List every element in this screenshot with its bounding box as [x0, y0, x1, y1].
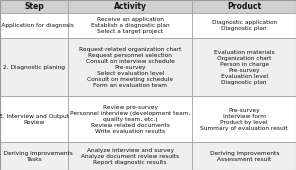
Bar — [0, 142, 68, 170]
Text: Request related organization chart
Request personnel selection
Consult on interv: Request related organization chart Reque… — [79, 47, 181, 88]
Text: Deriving improvements
Assessment result: Deriving improvements Assessment result — [210, 151, 279, 162]
Bar — [192, 0, 296, 13]
Bar — [0, 38, 68, 96]
Text: Activity: Activity — [114, 2, 147, 11]
Text: 1. Application for diagnosis: 1. Application for diagnosis — [0, 23, 74, 28]
Text: Analyze interview and survey
Analyze document review results
Report diagnostic r: Analyze interview and survey Analyze doc… — [81, 148, 179, 165]
Bar — [0, 0, 68, 13]
Text: 3. Interview and Output
Review: 3. Interview and Output Review — [0, 114, 69, 124]
Text: Receive an application
Establish a diagnostic plan
Select a target project: Receive an application Establish a diagn… — [91, 17, 170, 34]
Bar — [0, 13, 68, 38]
Text: Step: Step — [24, 2, 44, 11]
Text: Diagnostic application
Diagnostic plan: Diagnostic application Diagnostic plan — [212, 20, 277, 31]
Bar — [68, 38, 192, 96]
Bar — [0, 96, 68, 142]
Text: Product: Product — [227, 2, 261, 11]
Text: Evaluation materials
Organization chart
Person in charge
Pre-survey
Evaluation l: Evaluation materials Organization chart … — [214, 50, 274, 84]
Bar — [68, 96, 192, 142]
Bar — [192, 13, 296, 38]
Text: Pre-survey
Interview form
Product by level
Summary of evaluation result: Pre-survey Interview form Product by lev… — [200, 107, 288, 131]
Bar — [192, 96, 296, 142]
Bar — [68, 142, 192, 170]
Bar — [192, 38, 296, 96]
Bar — [68, 13, 192, 38]
Text: Review pre-survey
Personnel interview (development team,
quality team, etc.)
Rev: Review pre-survey Personnel interview (d… — [70, 105, 190, 133]
Bar — [68, 0, 192, 13]
Text: 4. Deriving improvements
Tasks: 4. Deriving improvements Tasks — [0, 151, 73, 162]
Bar — [192, 142, 296, 170]
Text: 2. Diagnostic planing: 2. Diagnostic planing — [3, 65, 65, 70]
